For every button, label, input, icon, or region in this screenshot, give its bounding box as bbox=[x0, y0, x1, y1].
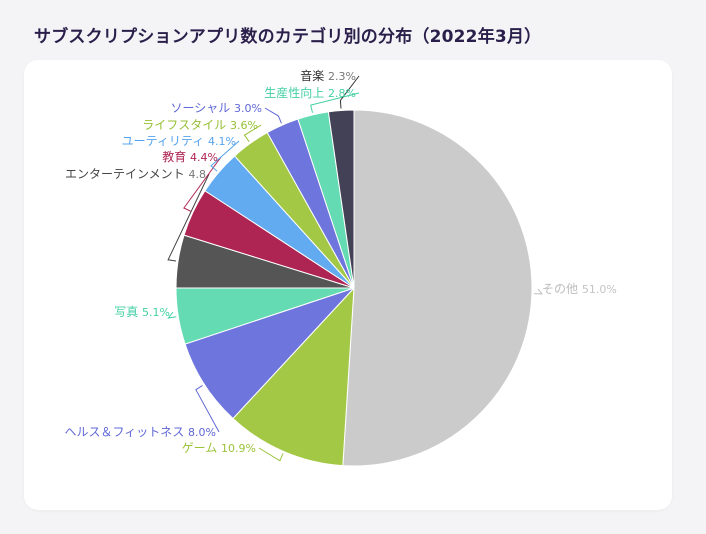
pie-slice-label: その他 51.0% bbox=[542, 282, 617, 296]
slice-category-text: 写真 bbox=[114, 305, 142, 319]
slice-value-text: 10.9% bbox=[221, 442, 256, 455]
slice-category-text: エンターテインメント bbox=[65, 167, 188, 181]
pie-slice bbox=[184, 287, 355, 420]
slice-value-text: 5.1% bbox=[142, 306, 170, 319]
pie-slice-label: ライフスタイル 3.6% bbox=[142, 118, 258, 132]
pie-leader-line bbox=[533, 288, 543, 295]
slice-category-text: 生産性向上 bbox=[264, 85, 328, 100]
slice-category-text: ソーシャル bbox=[170, 101, 234, 115]
slice-category-text: 音楽 bbox=[300, 68, 328, 83]
pie-labels: その他 51.0% ゲーム 10.9% ヘルス＆フィットネス 8.0% 写真 5.1%… bbox=[64, 68, 616, 455]
pie-slice-label: 教育 4.4% bbox=[162, 149, 218, 164]
slice-category-text: ゲーム bbox=[182, 441, 221, 455]
pie-leader-line bbox=[258, 447, 284, 462]
pie-leader-line bbox=[264, 107, 282, 124]
pie-slice bbox=[232, 286, 355, 467]
pie-leader-line bbox=[339, 75, 360, 109]
slice-value-text: 2.3% bbox=[328, 70, 356, 83]
slice-value-text: 4.1% bbox=[208, 135, 236, 148]
chart-title: サブスクリプションアプリ数のカテゴリ別の分布（2022年3月） bbox=[34, 27, 542, 47]
pie-slice-label: 写真 5.1% bbox=[114, 305, 170, 319]
slice-category-text: 教育 bbox=[162, 149, 190, 164]
slice-value-text: 3.0% bbox=[234, 102, 262, 115]
pie-slice-label: 生産性向上 2.8% bbox=[264, 85, 356, 100]
slice-category-text: ヘルス＆フィットネス bbox=[64, 425, 188, 439]
slice-value-text: 3.6% bbox=[230, 119, 258, 132]
pie-slice bbox=[342, 109, 533, 467]
pie-slice-label: ソーシャル 3.0% bbox=[170, 101, 262, 115]
slice-category-text: ライフスタイル bbox=[142, 118, 230, 132]
pie-leader-lines bbox=[167, 75, 543, 462]
pie-slices bbox=[175, 109, 533, 467]
slice-value-text: 2.8% bbox=[328, 87, 356, 100]
pie-leader-line bbox=[195, 384, 220, 433]
pie-slice-label: ヘルス＆フィットネス 8.0% bbox=[64, 425, 216, 439]
pie-leader-line bbox=[167, 311, 177, 319]
pie-slice-label: エンターテインメント 4.8 bbox=[65, 167, 206, 181]
slice-value-text: 8.0% bbox=[188, 426, 216, 439]
pie-slice-label: ゲーム 10.9% bbox=[182, 441, 256, 455]
pie-leader-line bbox=[167, 173, 210, 262]
slice-value-text: 4.8 bbox=[189, 168, 207, 181]
slice-value-text: 51.0% bbox=[582, 283, 617, 296]
pie-leader-line bbox=[183, 156, 222, 212]
pie-slice-label: ユーティリティ 4.1% bbox=[122, 134, 236, 148]
pie-leader-line bbox=[210, 140, 240, 172]
slice-category-text: ユーティリティ bbox=[122, 134, 208, 148]
slice-category-text: その他 bbox=[542, 282, 582, 296]
pie-slice bbox=[327, 109, 355, 289]
pie-leader-line bbox=[243, 124, 262, 142]
slice-value-text: 4.4% bbox=[190, 151, 218, 164]
pie-slice-label: 音楽 2.3% bbox=[300, 68, 356, 83]
